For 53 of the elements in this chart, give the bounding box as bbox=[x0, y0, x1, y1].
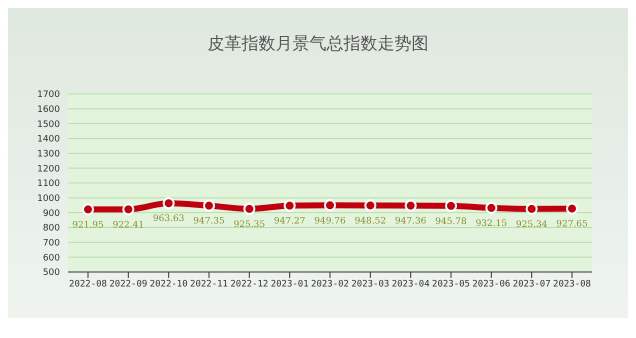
y-tick-label: 800 bbox=[42, 224, 60, 234]
x-tick-label: 2023-08 bbox=[553, 279, 591, 290]
y-tick-label: 600 bbox=[42, 253, 60, 264]
y-tick-label: 1000 bbox=[37, 194, 60, 204]
point bbox=[485, 202, 498, 214]
point bbox=[162, 197, 175, 210]
x-tick-label: 2022-12 bbox=[230, 279, 268, 290]
y-tick-label: 1600 bbox=[37, 105, 60, 116]
data-label: 932.15 bbox=[476, 218, 508, 229]
x-tick-label: 2023-01 bbox=[270, 279, 309, 290]
y-tick-label: 700 bbox=[42, 238, 60, 249]
y-tick-label: 1400 bbox=[37, 134, 60, 145]
x-tick-label: 2023-05 bbox=[432, 279, 470, 290]
x-tick-label: 2023-02 bbox=[311, 279, 349, 290]
point bbox=[445, 200, 457, 212]
x-tick-label: 2022-11 bbox=[190, 279, 228, 290]
point bbox=[122, 203, 134, 216]
data-label: 927.65 bbox=[556, 220, 588, 230]
point bbox=[364, 199, 376, 212]
data-label: 949.76 bbox=[314, 216, 346, 226]
data-label: 925.35 bbox=[234, 220, 266, 230]
chart-title: 皮革指数月景气总指数走势图 bbox=[206, 33, 430, 55]
x-tick-label: 2022-10 bbox=[150, 279, 188, 290]
y-tick-label: 1500 bbox=[37, 120, 60, 130]
point bbox=[526, 202, 538, 215]
data-label: 947.27 bbox=[274, 216, 306, 227]
data-label: 921.95 bbox=[72, 220, 104, 230]
data-label: 948.52 bbox=[354, 216, 386, 226]
x-tick-label: 2022-09 bbox=[109, 279, 148, 290]
point bbox=[404, 200, 417, 212]
data-label: 945.78 bbox=[435, 216, 468, 227]
point bbox=[566, 202, 578, 215]
x-tick-label: 2023-07 bbox=[512, 279, 551, 290]
x-tick-label: 2023-03 bbox=[351, 279, 390, 290]
y-tick-label: 500 bbox=[42, 268, 60, 278]
point bbox=[324, 199, 336, 212]
y-tick-label: 900 bbox=[42, 208, 60, 219]
y-tick-label: 1700 bbox=[37, 90, 60, 100]
data-label: 925.34 bbox=[516, 220, 548, 230]
y-tick-label: 1100 bbox=[37, 179, 60, 190]
x-tick-label: 2023-06 bbox=[472, 279, 510, 290]
data-label: 947.36 bbox=[394, 216, 427, 227]
point bbox=[82, 203, 94, 216]
data-label: 922.41 bbox=[112, 220, 144, 230]
point bbox=[284, 200, 296, 212]
y-tick-label: 1300 bbox=[37, 150, 60, 160]
point bbox=[203, 200, 215, 212]
point bbox=[243, 202, 256, 215]
x-tick-label: 2023-04 bbox=[392, 279, 430, 290]
y-tick-label: 1200 bbox=[37, 164, 60, 174]
data-label: 963.63 bbox=[152, 214, 185, 224]
x-tick-label: 2022-08 bbox=[69, 279, 107, 290]
data-label: 947.35 bbox=[193, 216, 226, 227]
